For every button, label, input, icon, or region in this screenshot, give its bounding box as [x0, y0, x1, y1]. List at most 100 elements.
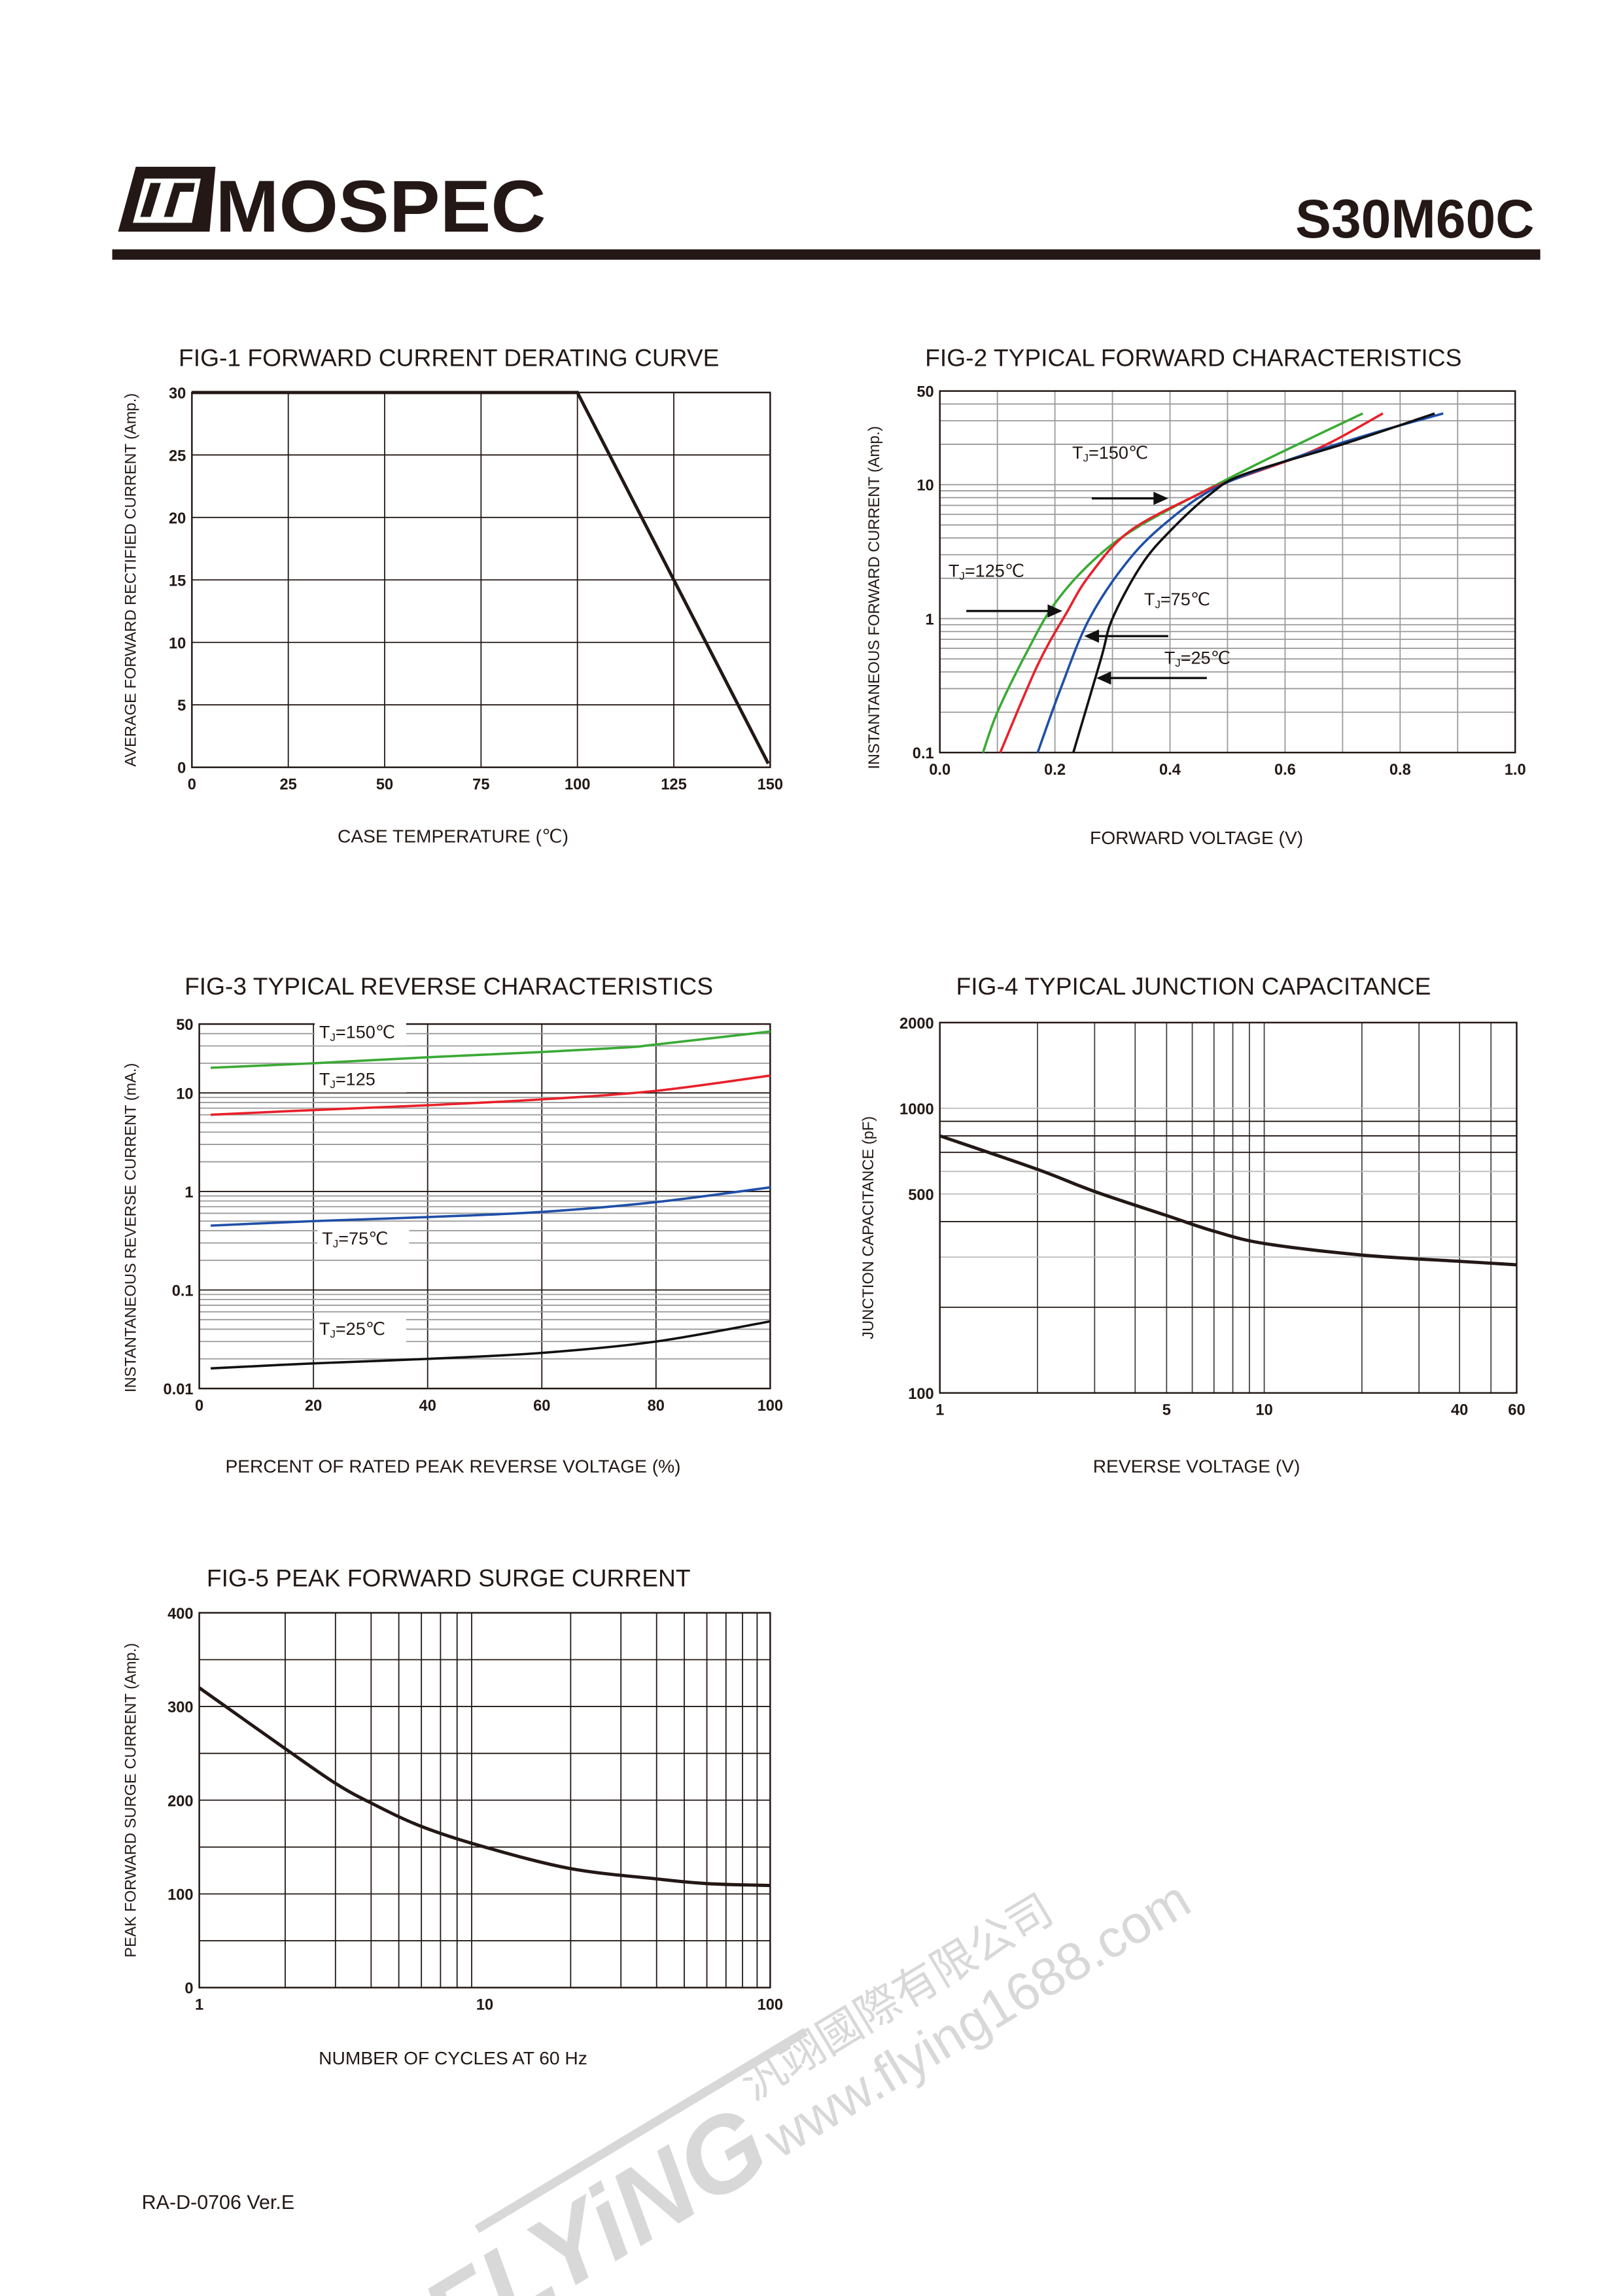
x-tick-label: 150	[758, 777, 783, 794]
x-tick-label: 125	[661, 777, 686, 794]
annotation-label: TJ=25℃	[1164, 648, 1230, 669]
x-axis-label: REVERSE VOLTAGE (V)	[1093, 1456, 1300, 1477]
y-tick-label: 100	[167, 1886, 193, 1903]
y-tick-label: 1	[926, 611, 934, 628]
annotation-subscript: J	[333, 1237, 338, 1250]
annotation-prefix: T	[1072, 443, 1083, 463]
x-axis-label: NUMBER OF CYCLES AT 60 Hz	[319, 2047, 587, 2068]
watermark-logo: FLYiNG	[403, 2083, 788, 2296]
x-tick-label: 100	[565, 777, 590, 794]
y-tick-label: 5	[177, 698, 186, 715]
x-tick-label: 10	[476, 1997, 493, 2014]
chart-title: FIG-1 FORWARD CURRENT DERATING CURVE	[179, 344, 719, 371]
header-rule	[112, 249, 1541, 260]
fig1-chart: FIG-1 FORWARD CURRENT DERATING CURVE 0 25 5…	[123, 344, 783, 846]
y-tick-label: 0.01	[164, 1381, 194, 1398]
arrowhead-icon	[1084, 629, 1100, 643]
annotation-bg	[315, 1317, 406, 1343]
annotation-rest: =125	[336, 1069, 375, 1089]
y-tick-label: 10	[176, 1086, 193, 1103]
x-tick-label: 100	[758, 1997, 783, 2014]
x-tick-label: 0.6	[1274, 762, 1296, 779]
plot-frame	[198, 1612, 771, 1988]
y-tick-label: 400	[167, 1606, 193, 1623]
y-axis-label: AVERAGE FORWARD RECTIFIED CURRENT (Amp.)	[123, 393, 140, 767]
y-tick-label: 0.1	[172, 1283, 194, 1300]
x-tick-label: 0.2	[1044, 762, 1066, 779]
x-tick-label: 0	[188, 777, 196, 794]
annotation-rest: =25℃	[336, 1319, 385, 1339]
x-tick-label: 60	[1508, 1402, 1525, 1419]
plot-frame	[939, 1021, 1518, 1394]
y-tick-label: 0	[177, 760, 186, 777]
annotation-prefix: T	[319, 1319, 330, 1339]
annotation-subscript: J	[1175, 657, 1180, 669]
series-line-0	[210, 1030, 771, 1069]
mospec-logo: MOSPEC	[118, 165, 546, 247]
fig5-chart: FIG-5 PEAK FORWARD SURGE CURRENT 1 10 100 0 1…	[123, 1564, 783, 2068]
grid	[939, 391, 1516, 753]
x-tick-label: 25	[280, 777, 297, 794]
annotation-subscript: J	[330, 1031, 335, 1044]
x-tick-label: 5	[1162, 1402, 1171, 1419]
y-tick-label: 1000	[899, 1101, 934, 1118]
annotation-rest: =125℃	[965, 561, 1024, 581]
annotation-rest: =150℃	[1089, 443, 1148, 463]
chart-title: FIG-2 TYPICAL FORWARD CHARACTERISTICS	[925, 344, 1461, 371]
fig4-chart: FIG-4 TYPICAL JUNCTION CAPACITANCE 1 5 10 40…	[860, 972, 1525, 1477]
annotation-label: TJ=150℃	[1072, 443, 1148, 465]
series-line-3	[210, 1320, 771, 1370]
x-tick-label: 0.8	[1389, 762, 1411, 779]
x-tick-label: 40	[1451, 1402, 1468, 1419]
annotation-subscript: J	[959, 570, 964, 582]
y-axis-label: INSTANTANEOUS FORWARD CURRENT (Amp.)	[866, 426, 883, 769]
y-tick-label: 0	[184, 1981, 193, 1998]
annotation-label: TJ=75℃	[1144, 590, 1210, 611]
arrowhead-icon	[1096, 671, 1111, 685]
annotation-prefix: T	[319, 1023, 330, 1042]
annotation-prefix: T	[1144, 590, 1155, 609]
series-line-1	[999, 412, 1384, 753]
series-line-0	[198, 1686, 771, 1888]
x-tick-label: 100	[758, 1398, 783, 1415]
annotation-bg	[315, 1067, 406, 1093]
annotation-subscript: J	[330, 1078, 335, 1091]
doc-code: RA-D-0706 Ver.E	[142, 2191, 294, 2214]
chart-title: FIG-4 TYPICAL JUNCTION CAPACITANCE	[956, 972, 1431, 1000]
x-tick-label: 10	[1255, 1402, 1272, 1419]
y-tick-label: 25	[169, 448, 186, 465]
y-tick-label: 100	[908, 1386, 934, 1403]
x-axis-label: CASE TEMPERATURE (℃)	[338, 826, 568, 847]
logo-mark-icon	[118, 166, 216, 232]
annotation-label: TJ=125℃	[949, 561, 1024, 583]
annotation-prefix: T	[319, 1069, 330, 1089]
grid	[939, 1022, 1517, 1393]
x-tick-label: 1	[935, 1402, 944, 1419]
grid	[199, 1024, 771, 1389]
y-tick-label: 30	[169, 385, 186, 402]
annotation-bg	[317, 1226, 410, 1252]
annotation-subscript: J	[1083, 452, 1089, 465]
y-tick-label: 1	[184, 1184, 193, 1201]
x-tick-label: 80	[648, 1398, 665, 1415]
y-tick-label: 50	[916, 384, 934, 401]
series-line-2	[210, 1186, 771, 1227]
y-axis-label: INSTANTANEOUS REVERSE CURRENT (mA.)	[123, 1063, 140, 1392]
x-tick-label: 40	[419, 1398, 436, 1415]
chart-title: FIG-3 TYPICAL REVERSE CHARACTERISTICS	[184, 972, 713, 1000]
plot-frame	[198, 1023, 771, 1390]
annotation-prefix: T	[322, 1229, 333, 1248]
grid	[199, 1612, 771, 1988]
y-tick-label: 10	[916, 478, 934, 495]
y-tick-label: 500	[908, 1187, 934, 1204]
y-tick-label: 20	[169, 510, 186, 527]
y-tick-label: 300	[167, 1699, 193, 1716]
annotation-rest: =75℃	[338, 1229, 388, 1248]
annotation-bg	[315, 1020, 406, 1046]
annotation-prefix: T	[1164, 648, 1176, 667]
y-axis-label: PEAK FORWARD SURGE CURRENT (Amp.)	[123, 1643, 140, 1958]
x-tick-label: 1.0	[1505, 762, 1526, 779]
y-tick-label: 10	[169, 635, 186, 652]
annotation-label: TJ=75℃	[322, 1229, 388, 1250]
